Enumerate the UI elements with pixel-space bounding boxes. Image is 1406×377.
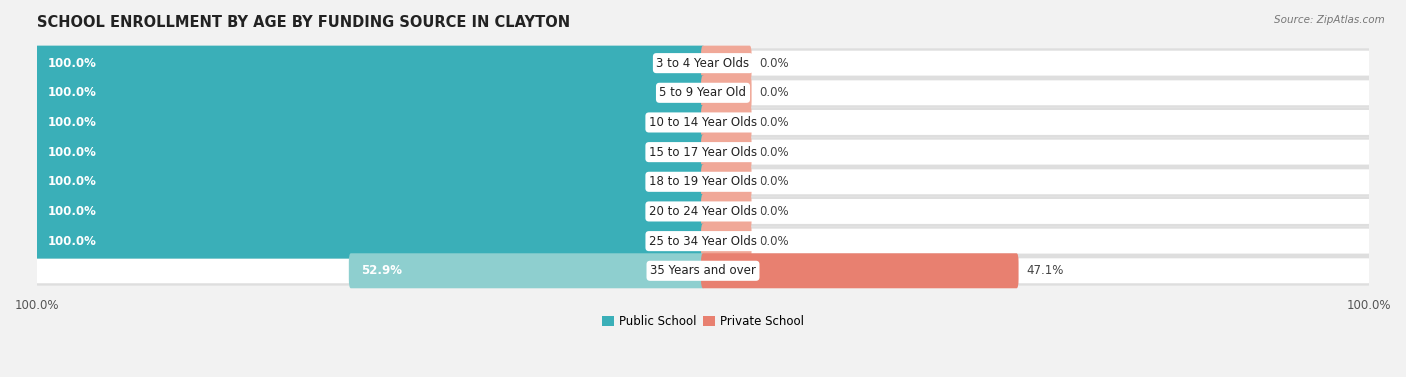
FancyBboxPatch shape [37, 199, 1369, 224]
FancyBboxPatch shape [702, 194, 752, 229]
FancyBboxPatch shape [35, 105, 704, 140]
Text: 15 to 17 Year Olds: 15 to 17 Year Olds [650, 146, 756, 159]
Text: 25 to 34 Year Olds: 25 to 34 Year Olds [650, 234, 756, 248]
Text: 10 to 14 Year Olds: 10 to 14 Year Olds [650, 116, 756, 129]
FancyBboxPatch shape [702, 224, 752, 259]
Text: 100.0%: 100.0% [48, 57, 96, 70]
Text: 3 to 4 Year Olds: 3 to 4 Year Olds [657, 57, 749, 70]
FancyBboxPatch shape [702, 253, 1018, 288]
Text: 0.0%: 0.0% [759, 175, 789, 188]
FancyBboxPatch shape [349, 253, 704, 288]
FancyBboxPatch shape [702, 164, 752, 199]
FancyBboxPatch shape [37, 256, 1369, 286]
FancyBboxPatch shape [37, 197, 1369, 226]
Text: 0.0%: 0.0% [759, 146, 789, 159]
Text: 100.0%: 100.0% [48, 234, 96, 248]
Text: 100.0%: 100.0% [48, 146, 96, 159]
Legend: Public School, Private School: Public School, Private School [598, 310, 808, 333]
FancyBboxPatch shape [37, 139, 1369, 165]
FancyBboxPatch shape [35, 164, 704, 199]
Text: 5 to 9 Year Old: 5 to 9 Year Old [659, 86, 747, 99]
Text: 100.0%: 100.0% [48, 86, 96, 99]
Text: 47.1%: 47.1% [1026, 264, 1064, 277]
FancyBboxPatch shape [37, 107, 1369, 137]
FancyBboxPatch shape [37, 226, 1369, 256]
FancyBboxPatch shape [35, 75, 704, 110]
FancyBboxPatch shape [37, 78, 1369, 107]
Text: 52.9%: 52.9% [652, 264, 690, 277]
Text: 100.0%: 100.0% [48, 175, 96, 188]
Text: Source: ZipAtlas.com: Source: ZipAtlas.com [1274, 15, 1385, 25]
Text: 0.0%: 0.0% [759, 86, 789, 99]
Text: 52.9%: 52.9% [361, 264, 402, 277]
FancyBboxPatch shape [37, 48, 1369, 78]
Text: 35 Years and over: 35 Years and over [650, 264, 756, 277]
Text: 100.0%: 100.0% [48, 116, 96, 129]
FancyBboxPatch shape [35, 46, 704, 81]
FancyBboxPatch shape [37, 110, 1369, 135]
Text: 0.0%: 0.0% [759, 116, 789, 129]
Text: 0.0%: 0.0% [759, 205, 789, 218]
FancyBboxPatch shape [37, 80, 1369, 105]
FancyBboxPatch shape [702, 105, 752, 140]
FancyBboxPatch shape [702, 135, 752, 170]
FancyBboxPatch shape [702, 46, 752, 81]
FancyBboxPatch shape [37, 169, 1369, 194]
FancyBboxPatch shape [37, 167, 1369, 197]
Text: 20 to 24 Year Olds: 20 to 24 Year Olds [650, 205, 756, 218]
FancyBboxPatch shape [37, 229, 1369, 254]
FancyBboxPatch shape [35, 135, 704, 170]
FancyBboxPatch shape [37, 51, 1369, 76]
Text: SCHOOL ENROLLMENT BY AGE BY FUNDING SOURCE IN CLAYTON: SCHOOL ENROLLMENT BY AGE BY FUNDING SOUR… [37, 15, 571, 30]
FancyBboxPatch shape [35, 224, 704, 259]
Text: 100.0%: 100.0% [48, 205, 96, 218]
Text: 18 to 19 Year Olds: 18 to 19 Year Olds [650, 175, 756, 188]
FancyBboxPatch shape [35, 194, 704, 229]
Text: 0.0%: 0.0% [759, 57, 789, 70]
FancyBboxPatch shape [702, 75, 752, 110]
FancyBboxPatch shape [37, 137, 1369, 167]
FancyBboxPatch shape [37, 258, 1369, 283]
Text: 0.0%: 0.0% [759, 234, 789, 248]
